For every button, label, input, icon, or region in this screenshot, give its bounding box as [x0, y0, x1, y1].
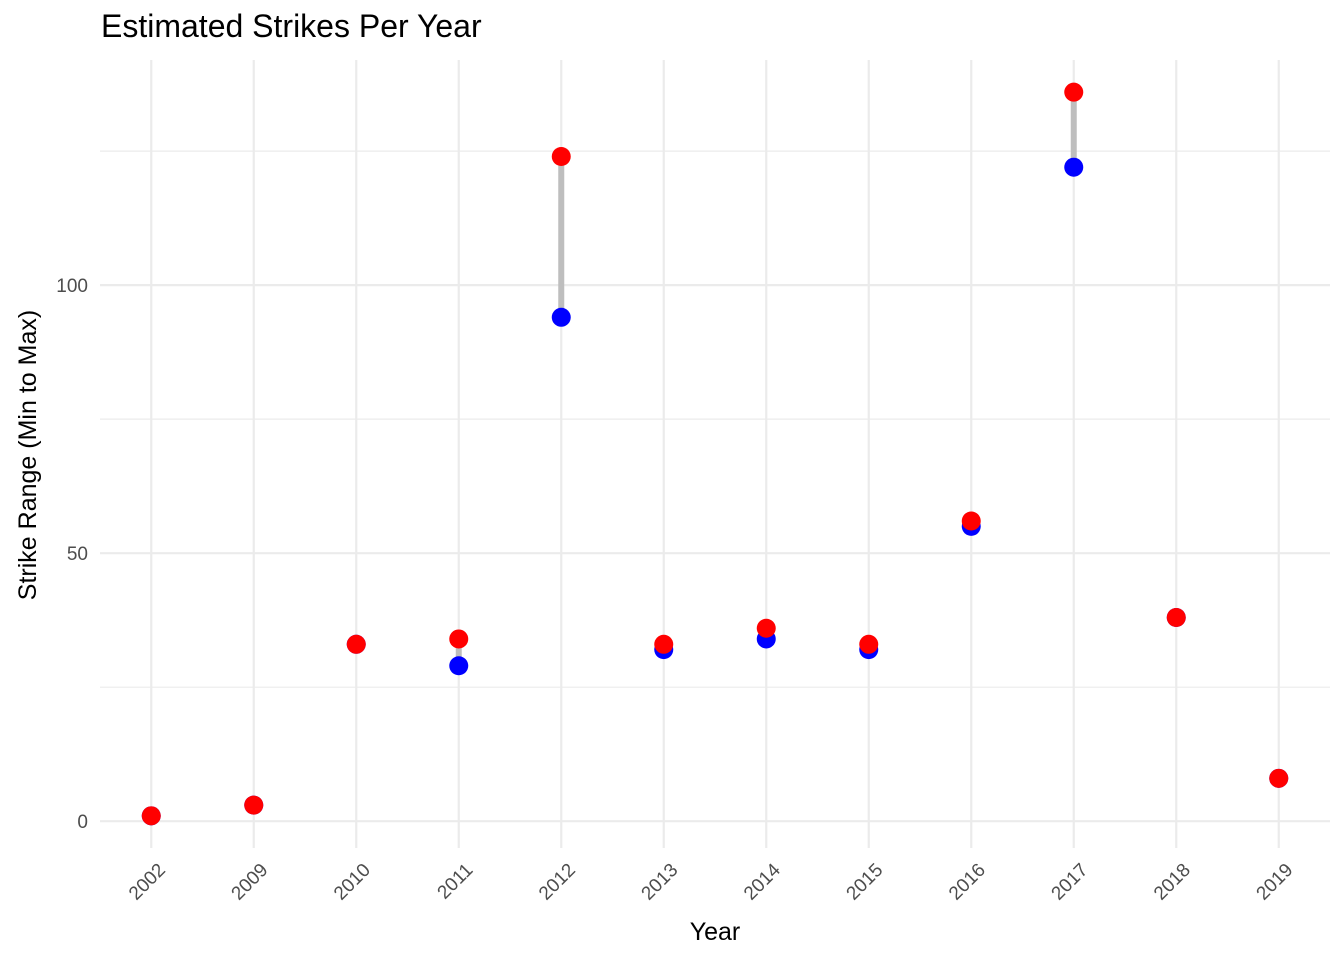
- grid-lines: [100, 60, 1330, 848]
- max-point: [244, 795, 264, 815]
- range-segments: [455, 92, 1077, 666]
- y-tick-label: 50: [67, 544, 88, 565]
- max-point: [756, 618, 776, 638]
- max-point: [859, 634, 879, 654]
- data-points: [141, 82, 1289, 826]
- min-point: [449, 656, 469, 676]
- max-point: [551, 146, 571, 166]
- y-tick-label: 0: [77, 812, 88, 833]
- min-point: [551, 307, 571, 327]
- min-point: [1064, 157, 1084, 177]
- x-tick-label: 2017: [1048, 860, 1093, 905]
- x-tick-label: 2011: [434, 860, 478, 904]
- max-point: [1269, 768, 1289, 788]
- x-tick-label: 2014: [740, 859, 785, 904]
- x-tick-label: 2002: [125, 860, 170, 905]
- x-tick-label: 2010: [330, 860, 375, 905]
- x-axis-title: Year: [690, 918, 741, 946]
- chart-title: Estimated Strikes Per Year: [101, 8, 482, 44]
- x-axis-ticks: 2002 2009 2010 2011 2012 2013 2014 2015 2016 2017…: [125, 859, 1297, 904]
- x-tick-label: 2012: [535, 860, 580, 905]
- max-point: [141, 806, 161, 826]
- y-tick-label: 100: [56, 276, 88, 297]
- x-tick-label: 2019: [1253, 860, 1298, 905]
- x-tick-label: 2016: [945, 860, 990, 905]
- max-point: [346, 634, 366, 654]
- max-point: [1064, 82, 1084, 102]
- x-tick-label: 2009: [228, 860, 273, 905]
- y-axis-title: Strike Range (Min to Max): [14, 310, 42, 600]
- y-axis-ticks: 0 50 100: [56, 276, 88, 833]
- max-point: [654, 634, 674, 654]
- max-point: [449, 629, 469, 649]
- x-tick-label: 2015: [843, 860, 888, 905]
- x-tick-label: 2018: [1150, 860, 1195, 905]
- max-point: [961, 511, 981, 531]
- x-tick-label: 2013: [638, 860, 683, 905]
- max-point: [1166, 607, 1186, 627]
